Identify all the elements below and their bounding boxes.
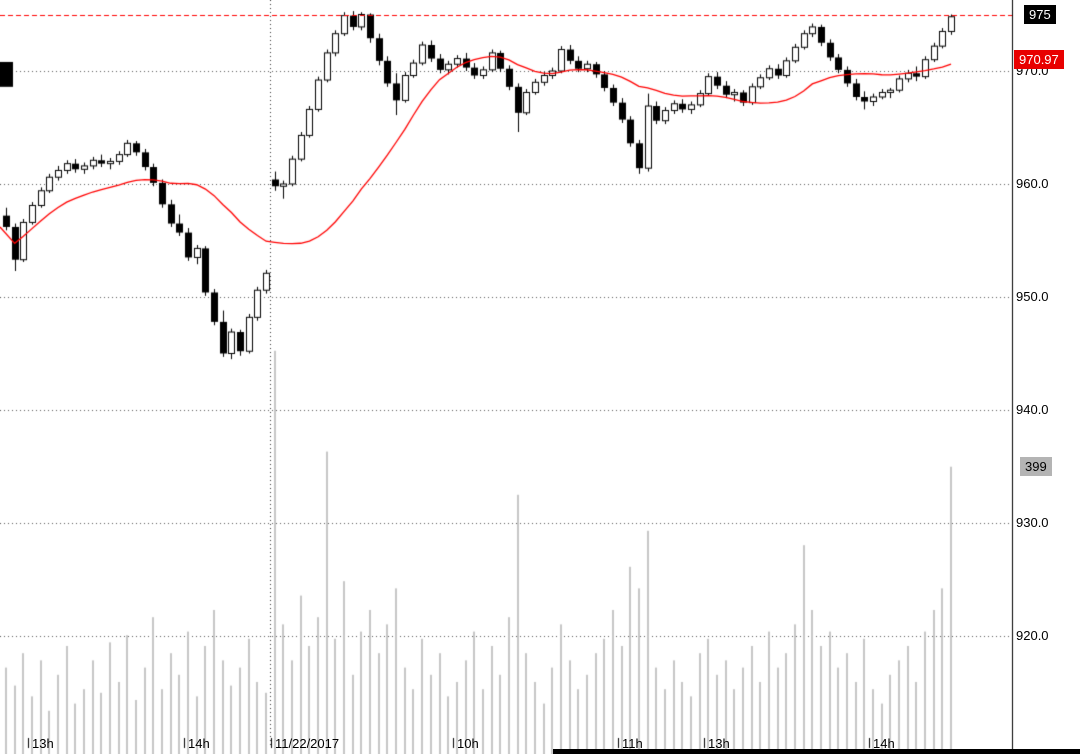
x-axis-time-label: 14h — [873, 736, 895, 751]
x-axis-time-label: 10h — [457, 736, 479, 751]
last-volume-badge: 399 — [1020, 456, 1052, 476]
x-axis-time-label: 14h — [188, 736, 210, 751]
y-axis-label: 930.0 — [1016, 515, 1049, 530]
y-axis-label: 940.0 — [1016, 402, 1049, 417]
moving-average-value-badge: 970.97 — [1014, 50, 1064, 70]
y-axis-label: 960.0 — [1016, 176, 1049, 191]
x-axis-time-label: 13h — [708, 736, 730, 751]
y-axis-label: 920.0 — [1016, 628, 1049, 643]
x-axis-time-label: 11h — [622, 736, 643, 751]
x-axis-time-label: 13h — [32, 736, 54, 751]
y-axis-label: 950.0 — [1016, 289, 1049, 304]
price-level-badge[interactable]: 975 — [1024, 4, 1056, 24]
window-bottom-edge — [553, 749, 1080, 754]
x-axis-date-label: 11/22/2017 — [275, 736, 340, 751]
